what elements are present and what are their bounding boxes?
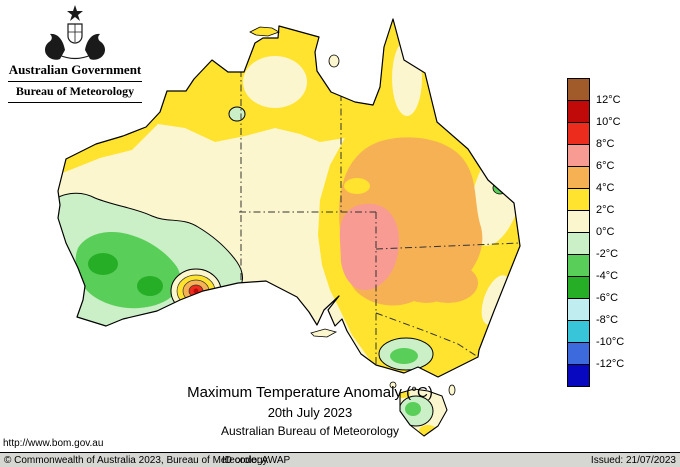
legend-swatch [567,298,590,321]
title-block: Maximum Temperature Anomaly (°C) 20th Ju… [110,384,510,438]
region-warm-4-6-nsw [418,263,478,303]
region-cool-vic-green [390,348,418,364]
legend-swatch [567,320,590,343]
legend-swatch [567,166,590,189]
legend-label: 10°C [596,116,621,128]
tasmania-regions [400,390,437,436]
region-cool--4--6-a [88,253,118,275]
legend-swatch [567,100,590,123]
map-date: 20th July 2023 [267,405,353,420]
legend-label: -4°C [596,270,619,282]
government-title: Australian Government [8,62,142,77]
header: Australian Government Bureau of Meteorol… [8,4,142,105]
legend-swatch [567,254,590,277]
footer-bar: © Commonwealth of Australia 2023, Bureau… [0,452,680,467]
region-cream-capeyork [392,40,422,116]
coat-of-arms-icon [45,5,105,60]
legend-label: 8°C [596,138,615,150]
region-spot-kimberley [228,106,246,122]
region-tas-yellow-north [400,390,410,398]
legend-label: -12°C [596,358,625,370]
region-yellow-spot-in-orange [344,178,370,194]
legend-label: -8°C [596,314,619,326]
legend-label: 6°C [596,160,615,172]
state-borders [239,70,520,364]
region-spot-qld-coast-green [492,181,508,195]
border-qld-nsw [375,242,520,250]
map-attribution: Australian Bureau of Meteorology [220,424,400,438]
legend-label: -6°C [596,292,619,304]
bom-url: http://www.bom.gov.au [3,438,104,449]
legend-swatch [567,144,590,167]
coastline-mainland [57,18,521,378]
crest-star [67,5,83,21]
legend-swatch [567,210,590,233]
island-king [389,381,397,389]
agency-title: Bureau of Meteorology [15,84,135,98]
legend-label: 12°C [596,94,621,106]
id-code-text: ID code: AWAP [222,455,291,466]
region-cool--4--6-b [137,276,163,296]
island-melville [249,26,280,37]
copyright-text: © Commonwealth of Australia 2023, Bureau… [4,455,268,466]
legend-swatch [567,342,590,365]
region-warm-6-8 [339,203,399,291]
header-divider-bottom [8,102,142,103]
legend-label: 0°C [596,226,615,238]
island-flinders [448,384,456,396]
crest-shield-cross [68,24,82,42]
legend-swatch [567,364,590,387]
region-tas-green [405,402,421,416]
legend-swatches [567,78,590,387]
legend-swatch [567,232,590,255]
region-cream-topend [243,56,307,108]
crest-scroll [58,54,92,60]
legend-label: -2°C [596,248,619,260]
legend-swatch [567,188,590,211]
legend-swatch [567,78,590,101]
crest-kangaroo [45,33,65,60]
bullseye-core-darkred [193,288,199,294]
legend-label: 2°C [596,204,615,216]
crest-emu [85,33,105,60]
issued-text: Issued: 21/07/2023 [590,455,676,466]
coastline-tasmania [399,388,448,437]
legend-label: 4°C [596,182,615,194]
island-kangaroo [310,328,338,338]
legend-swatch [567,122,590,145]
legend-swatch [567,276,590,299]
legend-label: -10°C [596,336,625,348]
island-groote [328,54,340,68]
header-divider-top [8,81,142,82]
map-title: Maximum Temperature Anomaly (°C) [187,384,433,401]
